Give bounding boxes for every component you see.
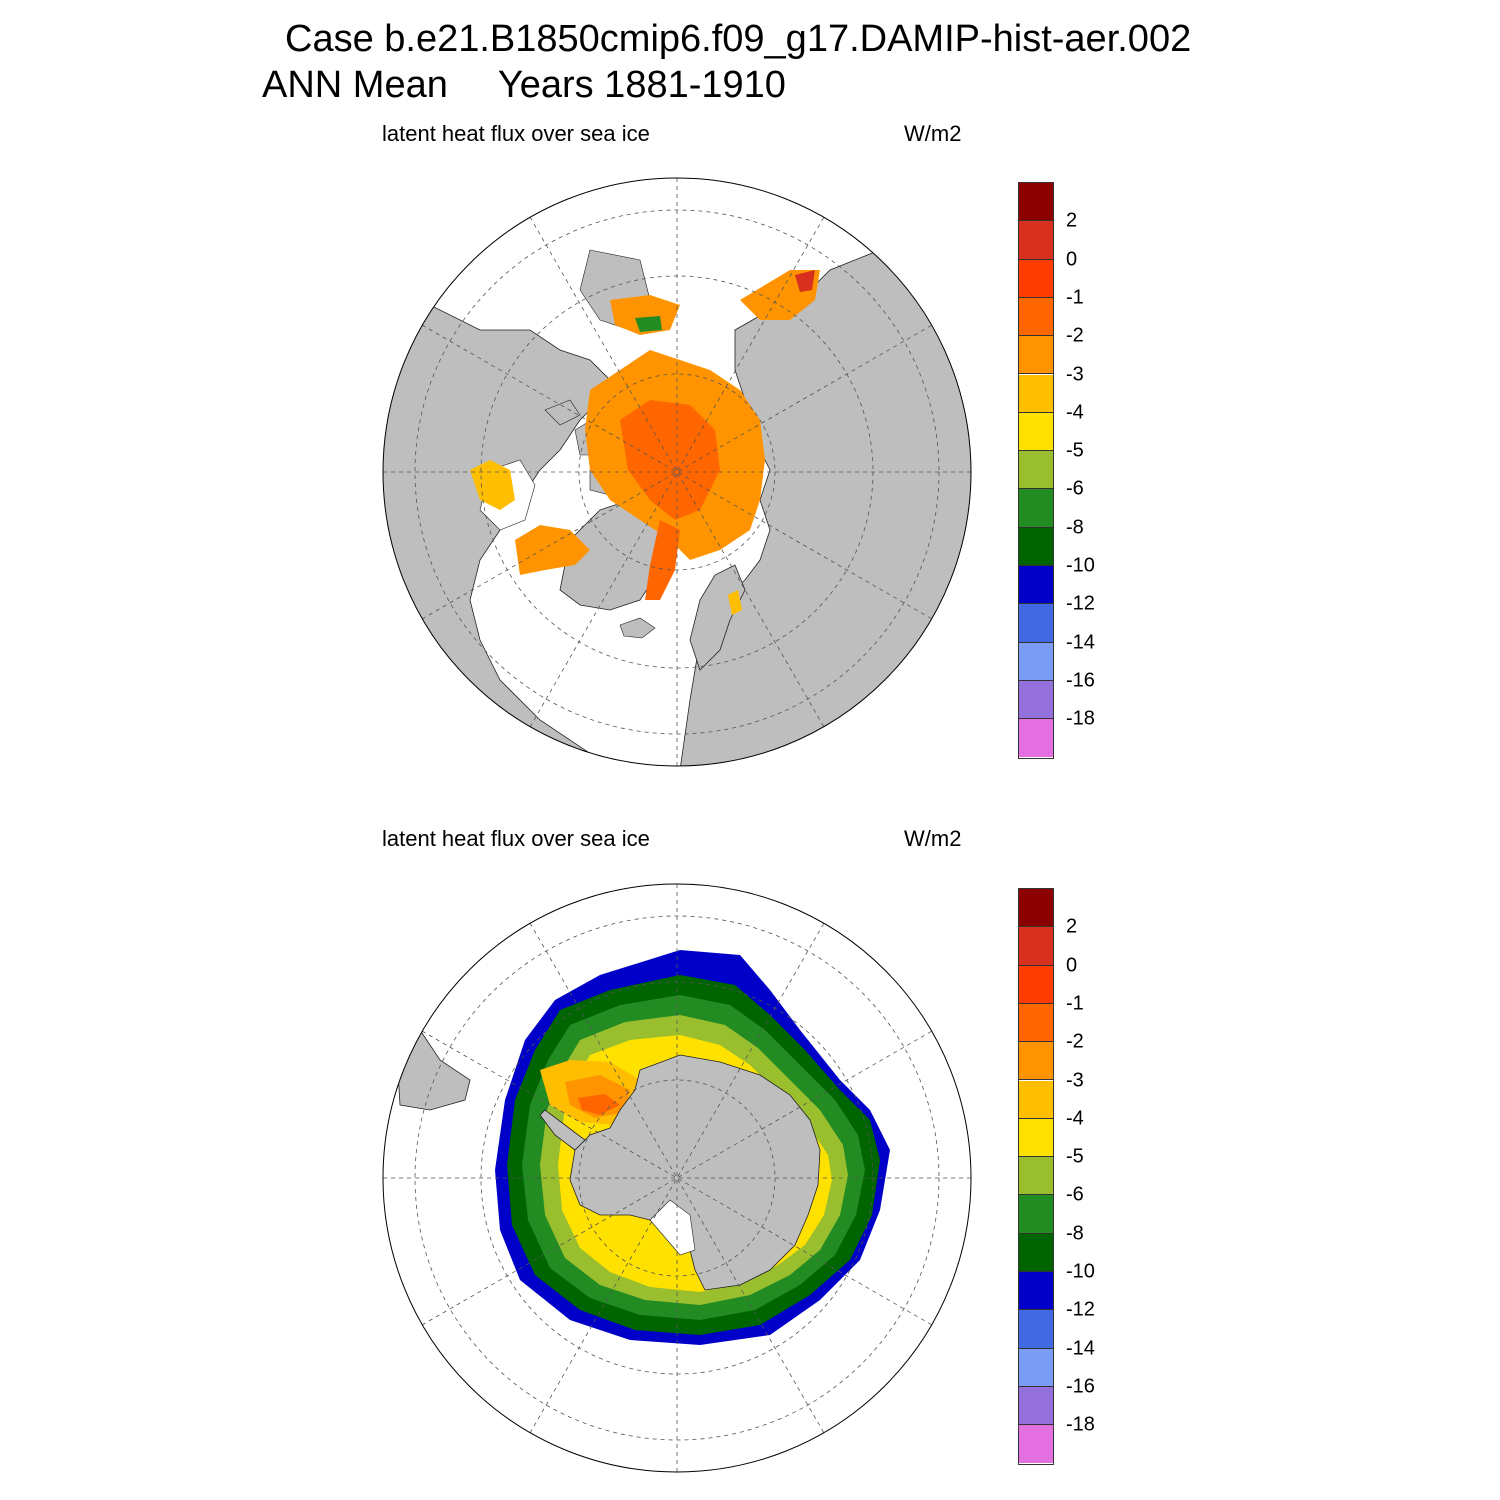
south-colorbar-label: 2 (1066, 915, 1078, 938)
north-colorbar-swatch (1019, 680, 1053, 720)
south-map-border (382, 883, 972, 1473)
north-colorbar-swatch (1019, 719, 1053, 758)
north-colorbar-label: -1 (1066, 286, 1084, 309)
north-colorbar-label: -10 (1066, 554, 1095, 577)
north-seaice-eastgreenland (645, 520, 680, 600)
north-colorbar-swatch (1019, 221, 1053, 260)
north-colorbar-swatch (1019, 412, 1053, 452)
north-colorbar-label: -14 (1066, 631, 1095, 654)
north-panel-title: latent heat flux over sea ice (382, 121, 650, 146)
south-colorbar-label: 0 (1066, 954, 1078, 977)
north-colorbar-label: -3 (1066, 363, 1084, 385)
south-colorbar-label: -3 (1066, 1069, 1084, 1091)
south-colorbar-label: -5 (1066, 1145, 1084, 1168)
south-seaice-weddell-hot (578, 1094, 620, 1115)
north-colorbar-label: -2 (1066, 324, 1084, 347)
south-colorbar-swatch (1019, 1310, 1053, 1349)
north-colorbar-swatch (1019, 336, 1053, 375)
period-title: ANN Mean Years 1881-1910 (262, 64, 786, 107)
north-panel-units: W/m2 (904, 121, 962, 146)
north-colorbar-label: 0 (1066, 248, 1078, 271)
south-colorbar-swatch (1019, 1425, 1053, 1464)
south-colorbar-box (1018, 888, 1054, 1465)
north-seaice-bering-green (635, 316, 662, 332)
south-colorbar-swatch (1019, 1080, 1053, 1119)
north-polar-map (382, 177, 972, 767)
north-colorbar-swatch (1019, 566, 1053, 605)
north-colorbar-swatch (1019, 604, 1053, 643)
south-gridlines (383, 884, 971, 1472)
south-colorbar-swatch (1019, 889, 1053, 928)
south-colorbar-swatch (1019, 927, 1053, 966)
north-colorbar-label: -16 (1066, 669, 1095, 692)
south-colorbar-label: -8 (1066, 1222, 1084, 1245)
south-colorbar-label: -12 (1066, 1298, 1095, 1321)
north-colorbar-label: 2 (1066, 209, 1078, 232)
north-colorbar-swatch (1019, 297, 1053, 337)
south-colorbar-swatch (1019, 1042, 1053, 1081)
south-colorbar-label: -18 (1066, 1413, 1095, 1436)
north-colorbar-swatch (1019, 642, 1053, 681)
north-colorbar-swatch (1019, 259, 1053, 298)
south-colorbar-swatch (1019, 1386, 1053, 1426)
south-colorbar-label: -1 (1066, 992, 1084, 1015)
north-gridlines (383, 178, 971, 766)
north-colorbar-swatch (1019, 374, 1053, 413)
south-colorbar-label: -4 (1066, 1107, 1084, 1130)
south-panel-units: W/m2 (904, 826, 962, 851)
north-map-border (382, 177, 972, 767)
south-colorbar-label: -10 (1066, 1260, 1095, 1283)
north-land-iceland (619, 617, 656, 639)
north-colorbar-swatch (1019, 183, 1053, 222)
north-colorbar-label: -4 (1066, 401, 1084, 424)
north-seaice-bering (610, 295, 680, 335)
south-panel-title: latent heat flux over sea ice (382, 826, 650, 851)
south-land-antarctic-peninsula (539, 1109, 586, 1151)
north-colorbar-label: -5 (1066, 439, 1084, 462)
south-ross-ice-shelf (649, 1199, 696, 1256)
case-title: Case b.e21.B1850cmip6.f09_g17.DAMIP-hist… (285, 18, 1192, 60)
north-seaice-hudson (470, 460, 515, 510)
north-colorbar-swatch (1019, 489, 1053, 528)
south-colorbar-label: -6 (1066, 1183, 1084, 1206)
south-colorbar-swatch (1019, 1157, 1053, 1196)
north-seaice-okhotsk-hot (795, 270, 815, 292)
north-colorbar-label: -8 (1066, 516, 1084, 539)
period-label: ANN Mean (262, 64, 448, 106)
north-colorbar-label: -6 (1066, 477, 1084, 500)
north-land-scandinavia (689, 564, 746, 671)
south-colorbar-swatch (1019, 1118, 1053, 1158)
north-seaice-baffin (515, 525, 590, 575)
south-colorbar-swatch (1019, 965, 1053, 1004)
north-colorbar-box (1018, 182, 1054, 759)
south-colorbar-label: -14 (1066, 1337, 1095, 1360)
south-polar-map (382, 883, 972, 1473)
south-colorbar-swatch (1019, 1195, 1053, 1234)
years-label: Years 1881-1910 (497, 64, 786, 106)
south-colorbar-swatch (1019, 1348, 1053, 1387)
south-colorbar-swatch (1019, 1233, 1053, 1272)
south-colorbar-swatch (1019, 1272, 1053, 1311)
north-colorbar-label: -18 (1066, 707, 1095, 730)
north-seaice-baltic (728, 590, 742, 615)
south-colorbar-label: -16 (1066, 1375, 1095, 1398)
north-colorbar-label: -12 (1066, 592, 1095, 615)
south-colorbar-label: -2 (1066, 1030, 1084, 1053)
north-colorbar-swatch (1019, 527, 1053, 566)
north-colorbar-swatch (1019, 451, 1053, 490)
south-colorbar-swatch (1019, 1003, 1053, 1043)
